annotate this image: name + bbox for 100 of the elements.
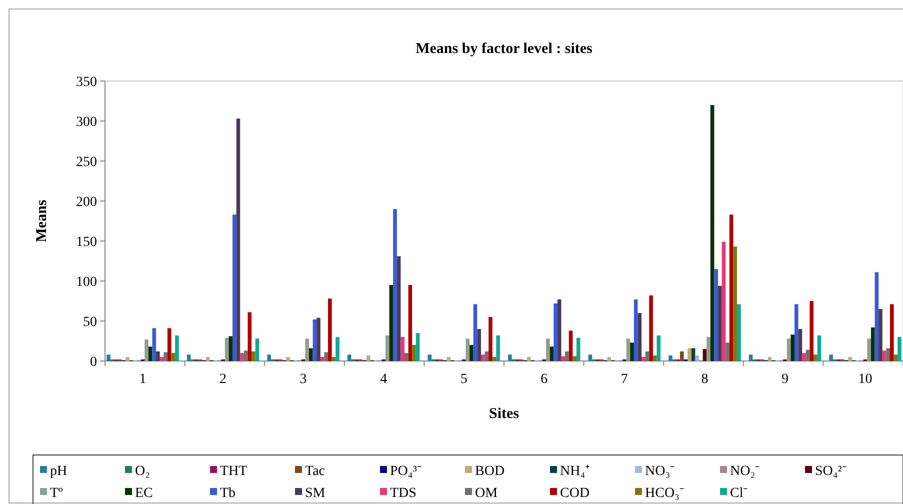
- bar: [106, 354, 110, 361]
- x-tick-label: 2: [220, 372, 227, 387]
- legend-label: TDS: [390, 486, 416, 501]
- bar: [488, 317, 492, 361]
- bar: [557, 299, 562, 361]
- bar: [480, 354, 485, 361]
- y-tick-label: 50: [83, 315, 97, 330]
- bar: [550, 346, 554, 361]
- legend-label: SO₄²⁻: [815, 464, 847, 479]
- bar: [691, 348, 696, 361]
- legend-label: pH: [50, 464, 68, 479]
- bar: [702, 349, 707, 361]
- bar: [565, 351, 569, 361]
- bar: [768, 357, 772, 361]
- bar: [389, 285, 394, 361]
- bar: [626, 338, 630, 361]
- bar: [336, 337, 340, 361]
- bar: [645, 351, 650, 361]
- bar: [546, 338, 550, 361]
- bar: [656, 335, 661, 361]
- bar: [144, 339, 148, 361]
- bar: [898, 337, 902, 361]
- bar: [477, 329, 481, 361]
- bar: [228, 336, 233, 361]
- bar: [607, 357, 612, 361]
- x-tick-label: 6: [540, 372, 548, 387]
- bar: [810, 301, 814, 361]
- bar: [332, 357, 336, 361]
- legend-label: O₂: [135, 464, 150, 479]
- legend-label: PO₄³⁻: [390, 464, 422, 479]
- legend-label: THT: [220, 464, 248, 479]
- bar: [634, 299, 638, 361]
- bar: [718, 286, 722, 361]
- bar: [286, 357, 290, 361]
- bar: [733, 246, 738, 361]
- legend-label: OM: [475, 486, 498, 501]
- legend-label: SM: [305, 486, 326, 501]
- bar: [186, 354, 191, 361]
- bar: [568, 330, 573, 361]
- bar: [312, 319, 317, 361]
- bar: [817, 335, 822, 361]
- bar: [642, 357, 646, 361]
- x-tick-label: 4: [380, 372, 388, 387]
- bar: [706, 337, 710, 361]
- bar: [748, 354, 753, 361]
- bar: [466, 338, 470, 361]
- bar: [638, 313, 642, 361]
- legend-label: Tº: [50, 486, 64, 501]
- bar: [412, 345, 416, 361]
- bar: [695, 355, 699, 361]
- bar: [473, 304, 478, 361]
- legend-label: Tac: [305, 464, 326, 479]
- legend-label: NH₄⁺: [560, 464, 590, 479]
- bar: [156, 351, 160, 361]
- legend-label: NO₂⁻: [730, 464, 760, 479]
- bar: [848, 357, 852, 361]
- bar: [232, 214, 236, 361]
- bar: [446, 357, 451, 361]
- bar: [248, 312, 252, 361]
- bar: [309, 348, 313, 361]
- legend-label: COD: [560, 486, 590, 501]
- bar: [167, 328, 172, 361]
- bar: [508, 354, 512, 361]
- bar: [496, 335, 500, 361]
- bar: [894, 354, 898, 361]
- legend-label: BOD: [475, 464, 505, 479]
- bar: [305, 338, 309, 361]
- bar: [649, 295, 653, 361]
- bar: [561, 356, 566, 361]
- x-tick-label: 9: [781, 372, 788, 387]
- bar: [244, 350, 248, 361]
- legend-label: Cl⁻: [730, 486, 748, 501]
- bar: [148, 346, 152, 361]
- x-tick-label: 8: [701, 372, 708, 387]
- bar: [324, 352, 328, 361]
- bar: [396, 256, 401, 361]
- bar: [870, 327, 875, 361]
- legend-label: HCO₃⁻: [645, 486, 684, 501]
- bar: [714, 269, 718, 361]
- bar: [668, 355, 672, 361]
- bar: [240, 353, 244, 361]
- bar: [484, 351, 489, 361]
- bar: [267, 354, 271, 361]
- bar: [576, 338, 580, 361]
- y-axis-title: Means: [34, 200, 50, 242]
- bar: [874, 272, 879, 361]
- bar: [786, 338, 791, 361]
- bar: [886, 348, 890, 361]
- bar: [255, 338, 260, 361]
- bar: [588, 354, 592, 361]
- y-tick-label: 200: [76, 195, 97, 210]
- bar: [416, 333, 420, 361]
- bar: [798, 329, 802, 361]
- bar: [404, 353, 408, 361]
- bar: [320, 357, 324, 361]
- legend-label: EC: [135, 486, 153, 501]
- bar: [160, 357, 164, 361]
- bar: [175, 335, 179, 361]
- bar: [630, 342, 634, 361]
- bar: [814, 354, 818, 361]
